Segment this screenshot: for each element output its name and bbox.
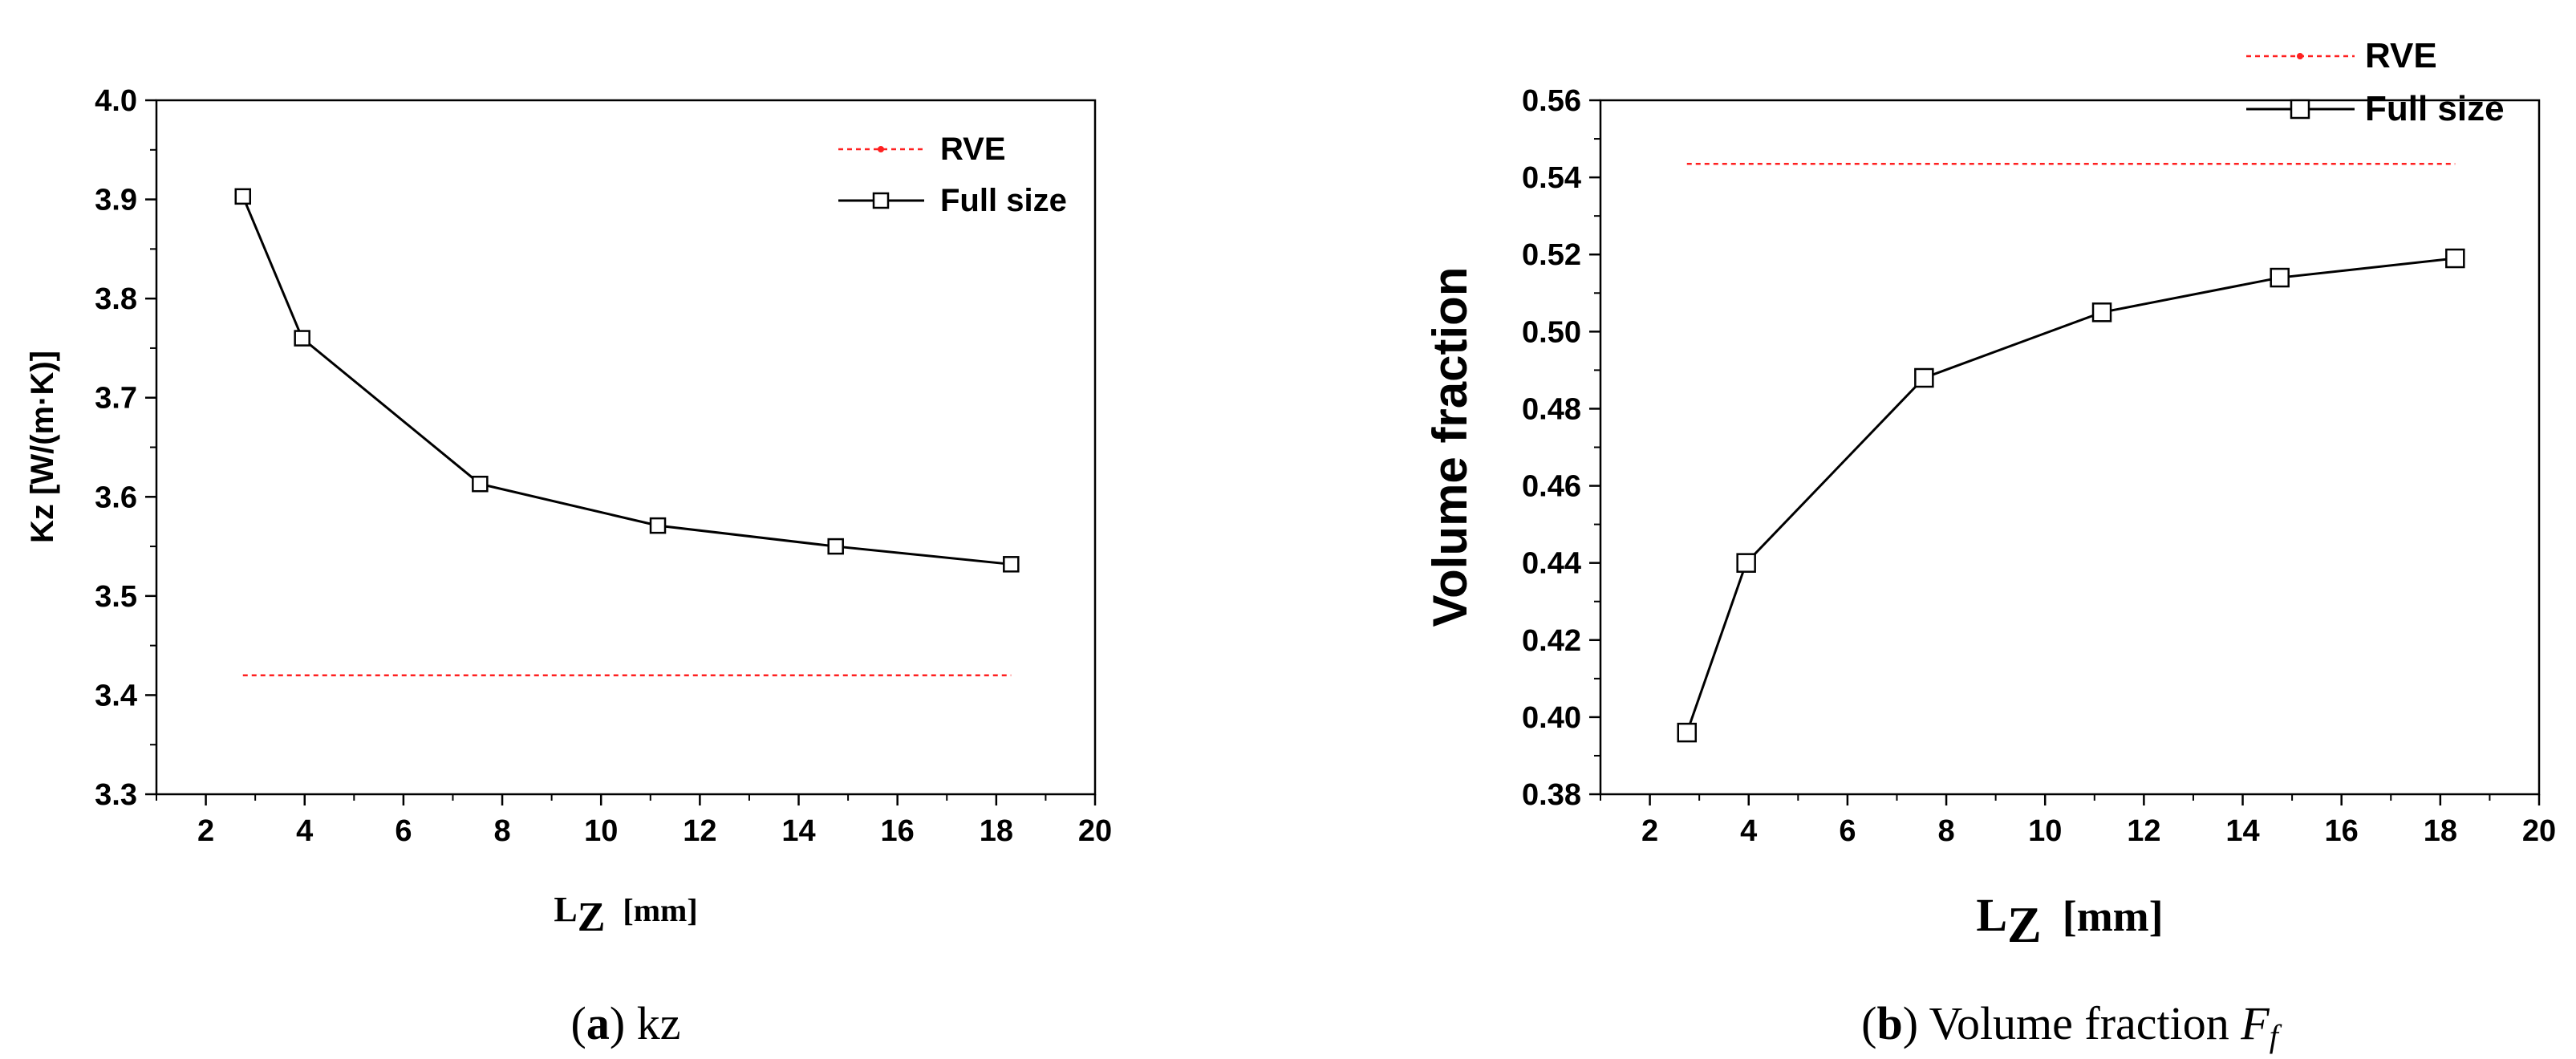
chart-b-x-tick-label: 4 (1740, 814, 1757, 848)
chart-b-y-tick-label: 0.46 (1522, 470, 1581, 504)
chart-b-x-tick-label: 20 (2522, 814, 2556, 848)
chart-b-plot-frame (1599, 99, 2541, 796)
chart-a-y-tick-label: 3.9 (95, 184, 137, 217)
chart-a-caption-open: ( (571, 997, 586, 1049)
chart-a-x-axis-label: LZ [mm] (554, 890, 697, 940)
chart-b-series-full-size-line (1686, 257, 2456, 733)
chart-a-x-tick-label: 6 (395, 814, 412, 848)
chart-a-caption-letter: a (586, 997, 610, 1049)
chart-b-x-tick-label: 2 (1641, 814, 1658, 848)
chart-a-y-axis-label: Kz [W/(m·K)] (25, 351, 60, 543)
chart-b-y-tick-label: 0.40 (1522, 701, 1581, 735)
chart-b-y-tick-label: 0.52 (1522, 238, 1581, 272)
chart-b-x-axis-label-main: L (1976, 889, 2007, 941)
chart-a-series-full-size-point (827, 538, 844, 555)
chart-a-legend: RVE Full size (838, 132, 1067, 218)
chart-b-x-tick-label: 10 (2028, 814, 2062, 848)
chart-b-x-tick-label: 14 (2225, 814, 2259, 848)
chart-a-caption-text: kz (625, 997, 680, 1049)
chart-b-y-tick-label: 0.54 (1522, 161, 1581, 195)
chart-b-series-full-size-point (2445, 248, 2465, 269)
chart-a-y-tick-label: 3.7 (95, 382, 137, 416)
chart-b-series-full-size-point (2091, 302, 2112, 323)
chart-a-y-tick-label: 3.3 (95, 778, 137, 812)
chart-b-legend-full-marker (2290, 99, 2310, 120)
chart-b-x-tick-label: 6 (1839, 814, 1856, 848)
chart-a-legend-full-marker (872, 192, 890, 209)
chart-a-x-tick-label: 20 (1078, 814, 1112, 848)
chart-b-series-full-size-point (2270, 267, 2290, 288)
chart-b-x-axis-label: LZ [mm] (1976, 889, 2163, 953)
chart-a-y-tick-label: 3.5 (95, 580, 137, 614)
chart-b-y-tick-label: 0.50 (1522, 315, 1581, 349)
chart-a-x-tick-label: 18 (980, 814, 1013, 848)
chart-a-x-tick-label: 10 (584, 814, 618, 848)
chart-b-y-tick-label: 0.44 (1522, 547, 1581, 581)
chart-b-caption: (b) Volume fraction Ff (1861, 997, 2282, 1054)
chart-a-x-axis-label-unit: [mm] (623, 892, 697, 928)
chart-b-x-tick-label: 8 (1937, 814, 1954, 848)
chart-a-x-tick-label: 2 (197, 814, 214, 848)
chart-b-y-axis-label: Volume fraction (1423, 267, 1477, 627)
chart-a-x-tick-label: 8 (493, 814, 510, 848)
chart-b-caption-symbol-sub: f (2270, 1018, 2282, 1054)
chart-a-x-axis-label-sub: Z (578, 895, 606, 940)
chart-b-caption-text: Volume fraction (1918, 997, 2241, 1049)
chart-a-series-full-size-point (649, 517, 667, 534)
chart-a-x-tick-label: 12 (683, 814, 716, 848)
chart-b-caption-letter: b (1876, 997, 1902, 1049)
chart-a-legend-rve-marker (878, 146, 884, 152)
chart-a-caption: (a) kz (571, 997, 681, 1049)
chart-b-x-axis-label-sub: Z (2007, 896, 2042, 953)
chart-b-x-axis-label-unit: [mm] (2063, 892, 2164, 940)
chart-a-x-tick-label: 4 (296, 814, 313, 848)
chart-a: 2 4 6 8 10 12 14 16 18 20 3.3 3.4 3.5 3.6 3.7 3.8 3.9 4.0… (25, 84, 1112, 1049)
chart-a-x-tick-label: 14 (781, 814, 815, 848)
chart-a-series-full-size-point (234, 188, 252, 205)
chart-a-legend-rve-label: RVE (940, 132, 1006, 167)
chart-b-x-tick-label: 12 (2127, 814, 2160, 848)
chart-a-series-full-size-point (1003, 556, 1020, 573)
chart-b-caption-open: ( (1861, 997, 1876, 1049)
chart-a-y-tick-label: 3.6 (95, 481, 137, 514)
chart-a-y-tick-label: 4.0 (95, 84, 137, 118)
chart-b-caption-close: ) (1903, 997, 1918, 1049)
chart-b-x-tick-label: 18 (2424, 814, 2457, 848)
chart-b-y-tick-label: 0.42 (1522, 624, 1581, 658)
chart-a-y-tick-label: 3.8 (95, 282, 137, 316)
chart-a-x-axis-label-main: L (554, 890, 577, 929)
chart-a-y-tick-label: 3.4 (95, 679, 137, 712)
chart-b-legend: RVE Full size (2246, 36, 2505, 128)
chart-a-series-full-size-line (241, 196, 1012, 566)
chart-b-x-tick-label: 16 (2325, 814, 2359, 848)
chart-b-y-tick-label: 0.38 (1522, 778, 1581, 812)
chart-a-caption-close: ) (610, 997, 625, 1049)
chart-b-caption-symbol: F (2240, 997, 2270, 1049)
chart-b-legend-full-label: Full size (2365, 89, 2505, 128)
chart-b-series-full-size-point (1677, 722, 1698, 743)
chart-b-y-tick-label: 0.48 (1522, 392, 1581, 426)
chart-b-y-tick-label: 0.56 (1522, 84, 1581, 118)
chart-a-legend-full-label: Full size (940, 183, 1067, 218)
chart-a-x-tick-label: 16 (881, 814, 915, 848)
chart-b-legend-rve-marker (2297, 53, 2303, 59)
chart-b: 2 4 6 8 10 12 14 16 18 20 0.38 0.40 0.42 0.44 0.46 0.48… (1423, 36, 2556, 1054)
chart-a-series-full-size-point (294, 330, 310, 347)
chart-b-series-full-size-point (1914, 367, 1934, 388)
chart-a-series-full-size-point (472, 475, 489, 493)
chart-b-series-full-size-point (1736, 553, 1756, 573)
chart-b-legend-rve-label: RVE (2365, 36, 2437, 75)
